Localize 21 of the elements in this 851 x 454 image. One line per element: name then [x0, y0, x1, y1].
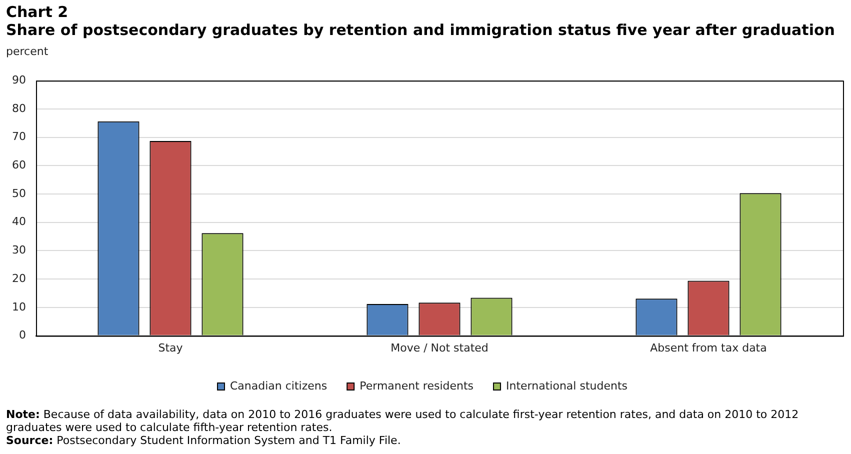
y-tick-label: 70: [12, 130, 26, 144]
source-note: Source: Postsecondary Student Information System and T1 Family File.: [6, 434, 402, 447]
x-tick-label: Absent from tax data: [650, 341, 767, 354]
legend-label: Canadian citizens: [230, 379, 328, 392]
legend-label: International students: [506, 379, 628, 392]
chart-title: Chart 2: [6, 3, 70, 21]
y-axis-title: percent: [6, 45, 48, 58]
chart-subtitle: Share of postsecondary graduates by retention and immigration status five year after graduation: [6, 21, 835, 39]
y-tick-label: 10: [12, 300, 26, 314]
legend-label: Permanent residents: [360, 379, 474, 392]
y-tick-label: 90: [12, 73, 26, 86]
y-tick-label: 0: [18, 328, 26, 342]
y-tick-label: 80: [12, 102, 26, 115]
y-tick-label: 40: [12, 215, 26, 228]
y-tick-label: 60: [12, 158, 26, 172]
y-tick-label: 50: [12, 186, 26, 200]
text: Note: Because of data availability, data on 2010 to 2016 graduates were used to calculate first-year retention rates, and data on 2010 to 2012 graduates were used to calculate fifth-year retention rates.: [6, 408, 800, 434]
x-tick-label: Move / Not stated: [390, 341, 488, 354]
y-tick-label: 30: [12, 244, 26, 257]
x-tick-label: Stay: [158, 341, 184, 354]
y-tick-label: 20: [12, 272, 26, 285]
